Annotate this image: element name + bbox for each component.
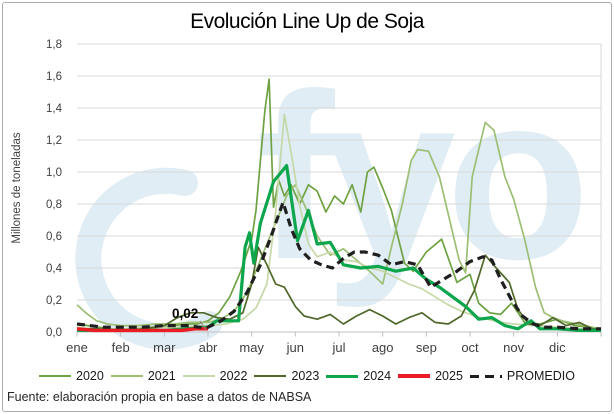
x-tick-label: feb: [112, 340, 130, 355]
legend-swatch-promedio: [469, 374, 502, 378]
legend-item-2023: 2023: [254, 369, 319, 383]
series-2020-line: [76, 78, 602, 330]
y-tick-label: 0,0: [46, 327, 62, 339]
series-2021-line: [76, 121, 602, 330]
legend-swatch-2021: [110, 375, 143, 377]
legend-item-2025: 2025: [398, 369, 463, 383]
legend-swatch-2022: [182, 375, 215, 377]
y-tick-label: 1,4: [46, 103, 63, 115]
x-tick-label: nov: [503, 340, 524, 355]
legend-item-2021: 2021: [110, 369, 176, 383]
line-chart-canvas: fyo 0,0 0,2 0,4 0,6 0,8 1,0 1,2 1,4 1,6 1,8 Millone…: [11, 39, 602, 355]
legend-label: 2020: [76, 369, 104, 383]
series-2025-line: [76, 327, 208, 333]
y-axis-title: Millones de toneladas: [11, 132, 23, 243]
chart-legend: 2020 2021 2022 2023 2024 2025 PROMEDIO: [0, 369, 614, 383]
x-tick-label: mar: [153, 340, 176, 355]
legend-item-2020: 2020: [39, 369, 104, 383]
series-promedio-line: [76, 200, 601, 331]
legend-label: 2024: [363, 369, 392, 383]
legend-label: 2023: [291, 369, 320, 383]
y-tick-label: 1,6: [46, 71, 62, 83]
y-tick-label: 0,2: [46, 295, 62, 307]
legend-swatch-2020: [39, 375, 72, 377]
legend-label: 2022: [219, 369, 248, 383]
legend-item-promedio: PROMEDIO: [469, 369, 575, 383]
legend-label: 2025: [435, 369, 463, 383]
chart-title: Evolución Line Up de Soja: [190, 10, 424, 33]
x-tick-label: abr: [199, 340, 218, 355]
y-tick-label: 1,8: [46, 39, 62, 51]
legend-item-2024: 2024: [326, 369, 391, 383]
legend-label: 2021: [147, 369, 176, 383]
annotation-leader-line: [199, 320, 207, 331]
y-tick-label: 0,6: [46, 231, 62, 243]
y-tick-label: 0,4: [46, 263, 63, 275]
x-tick-label: may: [239, 340, 264, 355]
legend-label: PROMEDIO: [506, 369, 575, 383]
x-tick-label: sep: [416, 340, 437, 355]
x-tick-label: ago: [372, 340, 394, 355]
legend-swatch-2025: [398, 374, 431, 378]
legend-swatch-2024: [326, 374, 359, 378]
x-tick-label: jul: [331, 340, 345, 355]
x-tick-label: ene: [66, 340, 88, 355]
series-2023-line: [77, 246, 601, 332]
x-tick-label: dic: [549, 340, 566, 355]
legend-swatch-2023: [254, 375, 287, 377]
legend-item-2022: 2022: [182, 369, 248, 383]
watermark-crescent: [75, 167, 222, 350]
x-tick-label: jun: [286, 340, 304, 355]
y-tick-label: 1,2: [46, 135, 62, 147]
x-tick-label: oct: [461, 340, 479, 355]
watermark-fyo-logo: fyo: [256, 45, 581, 309]
source-note: Fuente: elaboración propia en base a dat…: [7, 390, 312, 404]
annotation-value-label: 0,02: [172, 306, 198, 321]
y-tick-label: 1,0: [46, 167, 62, 179]
y-tick-label: 0,8: [46, 199, 62, 211]
